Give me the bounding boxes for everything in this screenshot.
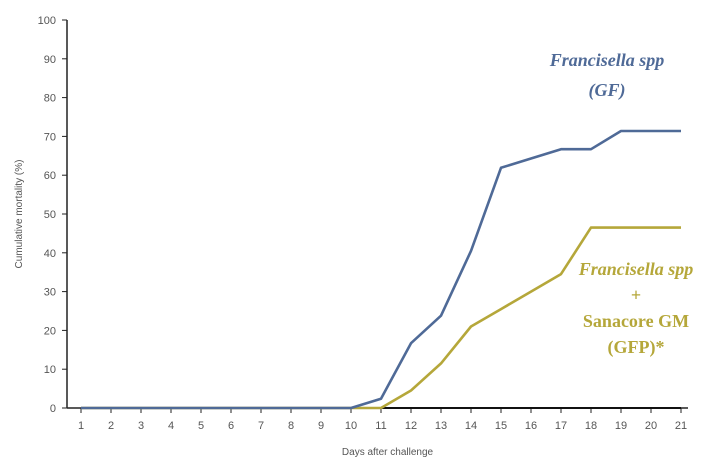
annotation-gf-label: Francisella spp (GF): [549, 50, 665, 101]
x-tick-label: 7: [258, 420, 264, 432]
y-tick-label: 10: [44, 364, 56, 376]
x-tick-label: 18: [585, 420, 597, 432]
annotation-line: (GFP)*: [608, 337, 665, 358]
x-axis-ticks: 1 2 3 4 5 6 7 8 9 10 11 12 13 14 15 16 17 18 19 20 21: [78, 408, 687, 432]
annotations-layer: Francisella spp (GF) Francisella spp + Sanac…: [549, 50, 694, 358]
annotation-gfp-label: Francisella spp + Sanacore GM (GFP)*: [578, 259, 694, 358]
x-tick-label: 1: [78, 420, 84, 432]
y-tick-label: 100: [38, 15, 56, 27]
y-tick-label: 40: [44, 248, 56, 260]
series-layer: [81, 129, 681, 410]
x-tick-label: 5: [198, 420, 204, 432]
y-tick-label: 90: [44, 54, 56, 66]
x-tick-label: 6: [228, 420, 234, 432]
x-tick-label: 19: [615, 420, 627, 432]
annotation-line: Francisella spp: [578, 259, 694, 279]
x-tick-label: 12: [405, 420, 417, 432]
y-tick-label: 60: [44, 170, 56, 182]
annotation-line: (GF): [589, 80, 626, 101]
x-tick-label: 9: [318, 420, 324, 432]
x-tick-label: 3: [138, 420, 144, 432]
x-tick-label: 21: [675, 420, 687, 432]
x-tick-label: 15: [495, 420, 507, 432]
x-tick-label: 14: [465, 420, 477, 432]
y-axis-ticks: 0 10 20 30 40 50 60 70 80 90 100: [38, 15, 67, 415]
x-tick-label: 10: [345, 420, 357, 432]
x-tick-label: 13: [435, 420, 447, 432]
annotation-line: Francisella spp: [549, 50, 665, 70]
x-tick-label: 17: [555, 420, 567, 432]
x-tick-label: 8: [288, 420, 294, 432]
x-axis-title: Days after challenge: [342, 447, 434, 458]
y-tick-label: 50: [44, 209, 56, 221]
y-tick-label: 80: [44, 93, 56, 105]
y-tick-label: 30: [44, 287, 56, 299]
x-tick-label: 4: [168, 420, 174, 432]
x-tick-label: 20: [645, 420, 657, 432]
y-tick-label: 20: [44, 325, 56, 337]
y-tick-label: 0: [50, 403, 56, 415]
annotation-line: Sanacore GM: [583, 311, 689, 331]
x-tick-label: 16: [525, 420, 537, 432]
x-tick-label: 11: [375, 420, 386, 432]
x-tick-label: 2: [108, 420, 114, 432]
y-tick-label: 70: [44, 131, 56, 143]
series-line-gf: [81, 129, 681, 410]
annotation-line: +: [631, 285, 641, 305]
y-axis-title: Cumulative mortality (%): [14, 160, 25, 269]
